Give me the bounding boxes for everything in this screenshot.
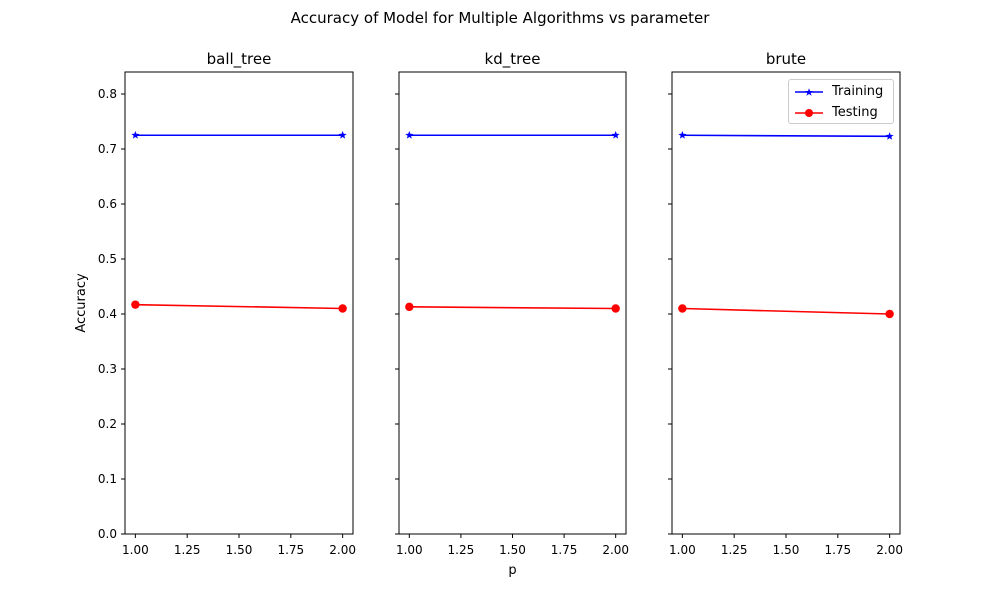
x-tick-label-2: 1.25 [721, 543, 748, 557]
data-point-testing [678, 304, 687, 313]
chart-suptitle: Accuracy of Model for Multiple Algorithm… [290, 9, 710, 27]
legend-label-testing: Testing [832, 105, 878, 120]
x-axis-label: p [508, 563, 516, 578]
data-point-testing [885, 309, 894, 319]
x-tick-label-0: 1.00 [122, 543, 149, 557]
x-tick-label-2: 1.50 [773, 543, 800, 557]
x-tick-label-2: 1.75 [824, 543, 851, 557]
legend: Training Testing [788, 79, 894, 124]
data-point-testing [131, 300, 140, 309]
x-tick-label-2: 2.00 [876, 543, 903, 557]
legend-item-testing: Testing [789, 103, 895, 123]
y-tick-label: 0.5 [98, 252, 117, 266]
legend-label-training: Training [832, 84, 884, 99]
data-point-training [131, 131, 140, 139]
series-line-testing-1 [409, 306, 616, 310]
panel-title-1: kd_tree [485, 50, 541, 69]
y-tick-label: 0.7 [98, 142, 117, 156]
data-point-testing [611, 304, 620, 313]
legend-item-training: Training [789, 82, 895, 102]
y-tick-label: 0.6 [98, 197, 117, 211]
legend-swatch-training [795, 88, 823, 96]
panel-title-0: ball_tree [207, 50, 272, 69]
series-line-training-2 [682, 134, 890, 138]
axes-frame-2 [671, 71, 901, 535]
x-tick-label-1: 2.00 [602, 543, 629, 557]
panel-title-2: brute [766, 50, 806, 68]
x-tick-label-1: 1.75 [551, 543, 578, 557]
x-tick-label-0: 2.00 [329, 543, 356, 557]
data-point-training [611, 131, 620, 139]
legend-star-icon [805, 88, 813, 96]
series-line-testing-2 [682, 307, 890, 315]
y-tick-label: 0.4 [98, 307, 117, 321]
x-tick-label-0: 1.50 [226, 543, 253, 557]
x-tick-label-1: 1.00 [396, 543, 423, 557]
data-point-training [405, 131, 414, 139]
x-tick-label-0: 1.25 [174, 543, 201, 557]
axes-frame-1 [398, 71, 627, 535]
y-tick-label: 0.3 [98, 362, 117, 376]
data-point-training [338, 131, 347, 139]
x-tick-label-2: 1.00 [669, 543, 696, 557]
y-tick-label: 0.2 [98, 417, 117, 431]
data-point-testing [405, 302, 414, 312]
y-tick-label: 0.1 [98, 472, 117, 486]
axes-frame-0 [124, 71, 354, 535]
y-tick-label: 0.8 [98, 87, 117, 101]
data-point-training [678, 131, 687, 139]
y-axis-label: Accuracy [74, 273, 89, 333]
legend-circle-icon [805, 109, 813, 117]
legend-swatch-testing [795, 109, 823, 117]
data-point-training [885, 132, 894, 140]
series-line-testing-0 [135, 303, 343, 310]
y-tick-label: 0.0 [98, 527, 117, 541]
data-point-testing [338, 304, 347, 313]
x-tick-label-0: 1.75 [277, 543, 304, 557]
x-tick-label-1: 1.25 [448, 543, 475, 557]
x-tick-label-1: 1.50 [499, 543, 526, 557]
